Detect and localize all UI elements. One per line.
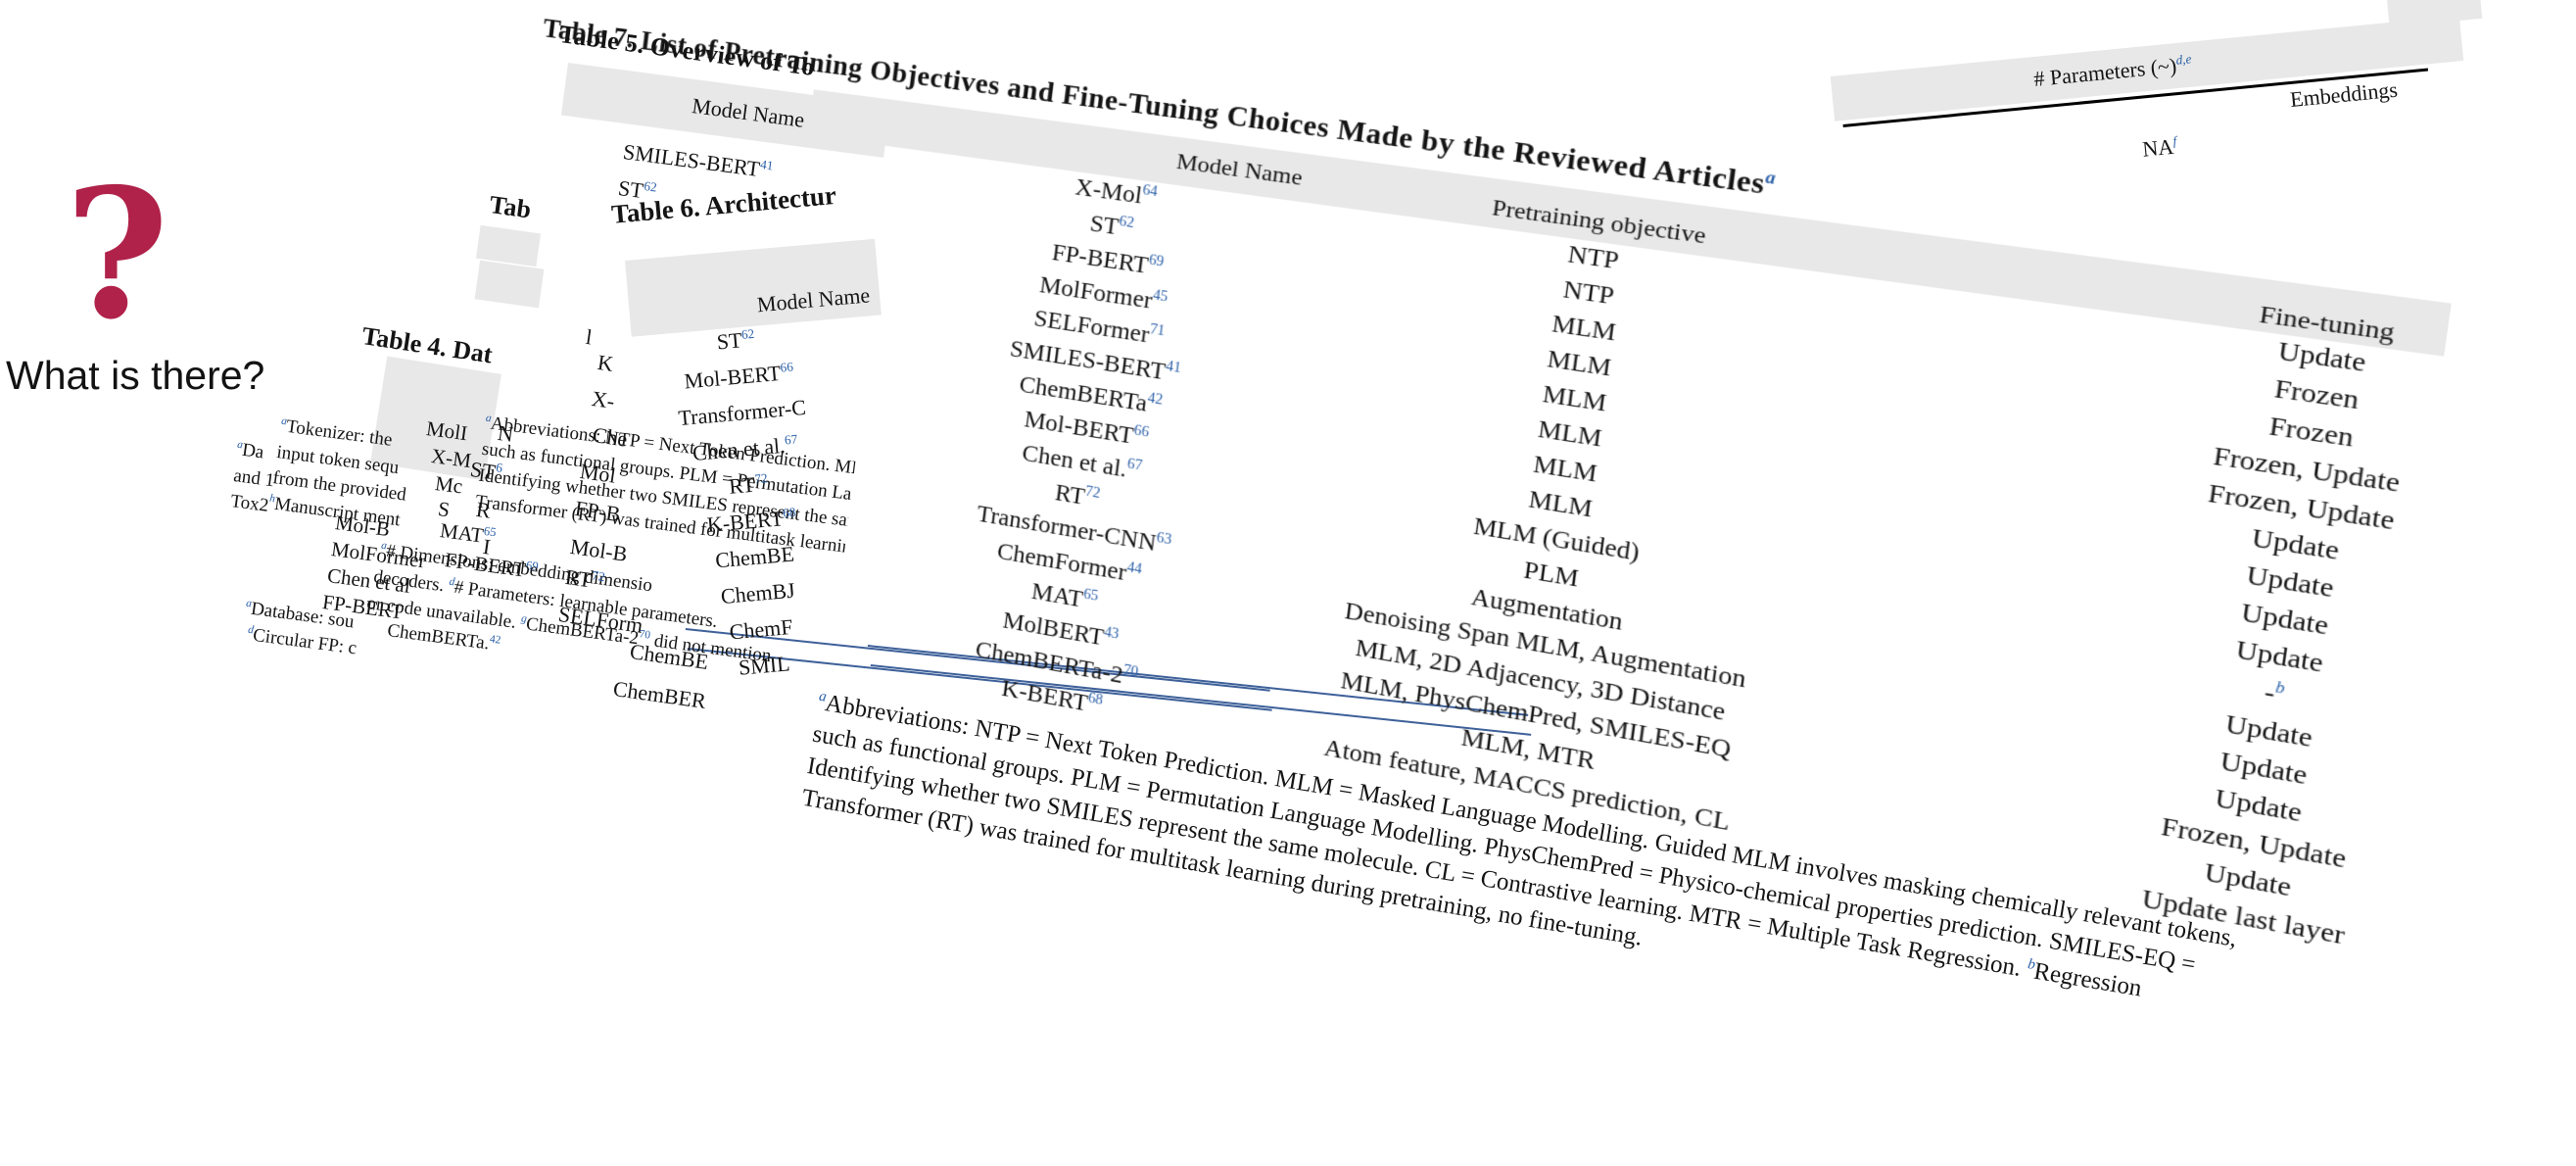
- table6-rows: ST62 Mol-BERT66 Transformer-C Chen et al.67…: [632, 314, 868, 693]
- parameters-header-band: # Parameters (~)d,e: [1830, 16, 2464, 121]
- text-fragment: Mc: [433, 471, 464, 499]
- text-fragment: Che: [591, 422, 630, 452]
- question-mark: ?: [65, 149, 169, 359]
- table7-objective-column: NTP NTP MLM MLM MLM MLM MLM MLM MLM (Guided) PLM A…: [1188, 194, 1955, 867]
- text-fragment: Mol: [578, 459, 618, 488]
- text-fragment: X-: [590, 386, 616, 413]
- na-value: NAf: [2141, 133, 2177, 162]
- caption-text: What is there?: [6, 353, 265, 398]
- text-fragment: and 1: [232, 465, 276, 492]
- table6-column-header: Model Name: [755, 282, 872, 317]
- table7-finetune-column: Update Frozen Frozen Frozen, Update Frozen, …: [1936, 297, 2576, 996]
- text-fragment: aDa: [236, 438, 265, 463]
- text-fragment: MolI: [424, 416, 469, 446]
- parameters-card: # Parameters (~)d,e Embeddings NAf: [1830, 8, 2472, 204]
- text-fragment: Tox2: [229, 491, 270, 516]
- text-fragment: X-M: [429, 444, 473, 473]
- text-fragment: RT72: [563, 564, 606, 593]
